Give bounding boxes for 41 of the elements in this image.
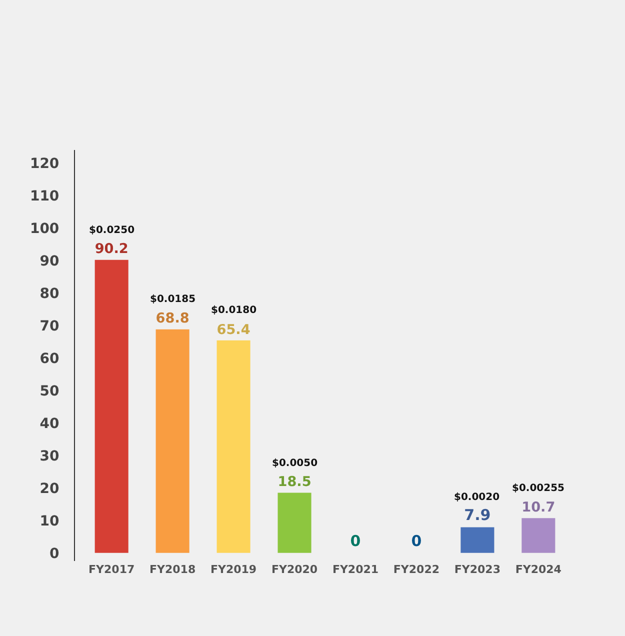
y-tick-label: 10 [40, 513, 60, 530]
annotation: $0.0050 [272, 458, 318, 469]
x-tick-label: FY2022 [393, 563, 440, 576]
bar [460, 527, 494, 553]
data-label: 10.7 [522, 499, 556, 516]
y-tick-label: 30 [40, 448, 60, 464]
data-label: 68.8 [156, 310, 190, 327]
x-tick-label: FY2020 [271, 563, 318, 576]
bar [156, 329, 190, 553]
x-tick-label: FY2017 [88, 563, 135, 576]
bar [522, 518, 556, 553]
x-tick-label: FY2019 [210, 563, 257, 576]
y-tick-label: 80 [40, 286, 60, 302]
y-tick-label: 100 [30, 220, 60, 237]
y-tick-label: 20 [40, 480, 60, 497]
y-tick-label: 110 [30, 188, 60, 204]
bar [216, 340, 250, 553]
data-label: 0 [411, 532, 422, 550]
bar [94, 260, 128, 553]
y-tick-label: 0 [49, 546, 60, 562]
y-tick-label: 90 [40, 253, 60, 270]
data-label: 0 [350, 532, 361, 550]
x-tick-label: FY2018 [150, 563, 196, 576]
y-tick-label: 40 [40, 416, 60, 432]
data-label: 18.5 [278, 474, 312, 490]
y-tick-label: 70 [40, 318, 60, 334]
data-label: 90.2 [94, 241, 128, 258]
annotation: $0.0185 [150, 294, 196, 305]
y-tick-label: 60 [40, 350, 60, 367]
bar [278, 492, 312, 553]
y-tick-label: 50 [40, 383, 60, 400]
data-label: 7.9 [464, 506, 491, 524]
x-tick-label: FY2024 [515, 563, 562, 576]
annotation: $0.0180 [211, 305, 257, 316]
x-tick-label: FY2021 [332, 563, 379, 576]
annotation: $0.0250 [89, 225, 135, 236]
annotation: $0.0020 [454, 492, 500, 503]
annotation: $0.00255 [512, 483, 565, 494]
y-tick-label: 120 [30, 156, 60, 172]
data-label: 65.4 [216, 322, 250, 338]
x-tick-label: FY2023 [454, 563, 500, 576]
